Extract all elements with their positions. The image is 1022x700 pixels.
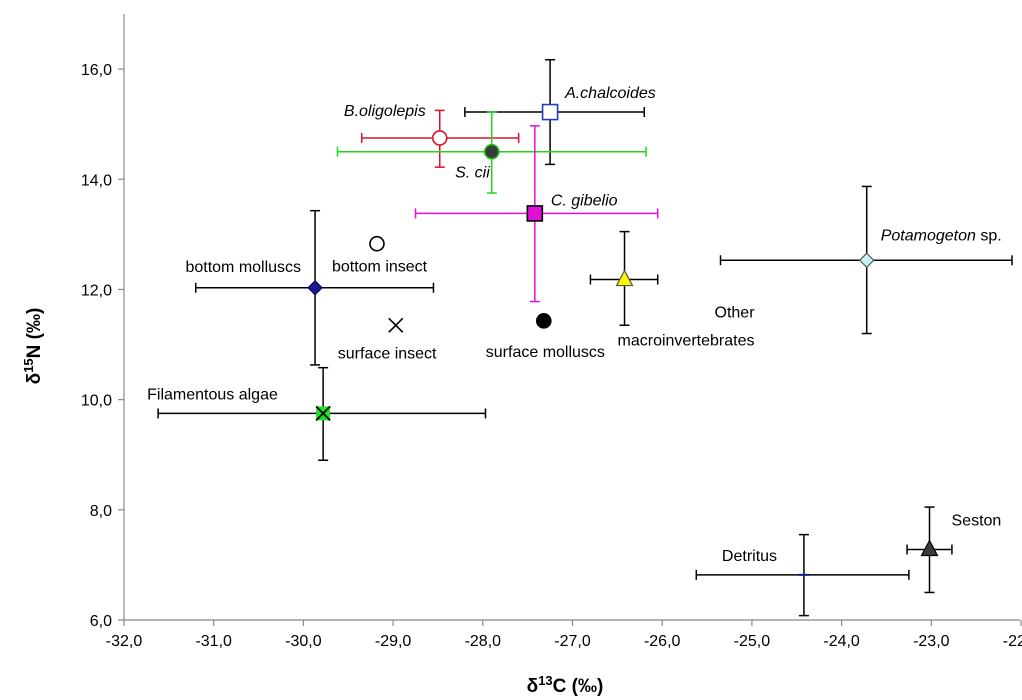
x-tick-label: -30,0 — [285, 633, 322, 650]
marker-a-chalcoides — [541, 103, 559, 121]
label-text: surface molluscs — [486, 344, 605, 361]
marker-surface-insect — [388, 317, 404, 333]
x-axis: -32,0 -31,0 -30,0 -29,0 -28,0 -27,0 -26,0 -25,0… — [106, 619, 1022, 650]
x-tick-label: -25,0 — [734, 633, 771, 650]
x-tick-label: -24,0 — [823, 633, 860, 650]
error-bars — [157, 58, 1013, 617]
label-s-cii: S. cii — [455, 165, 490, 182]
marker-potamogeton — [858, 252, 875, 269]
marker-stroke — [388, 317, 404, 333]
label-surface-molluscs: surface molluscs — [486, 344, 605, 361]
marker-surface-molluscs — [535, 313, 552, 329]
label-text: surface insect — [338, 345, 437, 362]
label-text: Seston — [952, 512, 1002, 529]
x-axis-title-main: δ — [527, 676, 539, 697]
x-tick-label: -32,0 — [106, 633, 143, 650]
y-axis-title: δ15N (‰) — [21, 308, 45, 385]
x-tick-label: -28,0 — [465, 633, 502, 650]
label-text: Filamentous algae — [147, 386, 278, 403]
label-other-macroinvertebrates: Other macroinvertebrates — [618, 305, 756, 350]
marker-filamentous-algae — [315, 405, 331, 422]
marker-c-gibelio — [526, 205, 544, 222]
marker-b-oligolepis — [431, 130, 448, 146]
y-axis-title-sup: 15 — [21, 358, 36, 372]
label-c-gibelio: C. gibelio — [551, 192, 618, 209]
label-line: Other — [715, 305, 756, 322]
marker-other-macroinvertebrates — [615, 269, 634, 287]
label-text: C. gibelio — [551, 192, 618, 209]
label-bottom-molluscs: bottom molluscs — [185, 259, 301, 276]
marker-s-cii — [483, 143, 500, 160]
label-detritus: Detritus — [722, 548, 777, 565]
label-text: bottom insect — [332, 259, 428, 276]
label-seston: Seston — [952, 512, 1002, 529]
marker-bottom-molluscs — [307, 279, 323, 296]
label-text: Potamogeton — [881, 227, 976, 244]
label-bottom-insect: bottom insect — [332, 259, 428, 276]
y-axis-title-main: δ — [24, 373, 45, 385]
point-labels: A.chalcoides B.oligolepis S. cii C. gibelio… — [147, 85, 1002, 565]
label-surface-insect: surface insect — [338, 345, 437, 362]
label-a-chalcoides: A.chalcoides — [564, 85, 656, 102]
y-tick-label: 16,0 — [81, 62, 112, 79]
y-tick-label: 8,0 — [90, 503, 112, 520]
label-text: S. cii — [455, 165, 490, 182]
label-filamentous-algae: Filamentous algae — [147, 386, 278, 403]
x-axis-title-rest: C (‰) — [553, 676, 604, 697]
y-tick-label: 10,0 — [81, 393, 112, 410]
label-suffix: sp. — [976, 227, 1002, 244]
x-tick-label: -29,0 — [375, 633, 412, 650]
x-axis-title-sup: 13 — [538, 673, 552, 688]
x-tick-label: -23,0 — [913, 633, 950, 650]
x-tick-label: -31,0 — [195, 633, 232, 650]
y-axis-title-rest: N (‰) — [24, 308, 45, 359]
label-text: Detritus — [722, 548, 777, 565]
label-b-oligolepis: B.oligolepis — [344, 103, 426, 120]
x-tick-label: -22,0 — [1003, 633, 1022, 650]
x-tick-label: -26,0 — [644, 633, 681, 650]
label-text: A.chalcoides — [564, 85, 656, 102]
x-axis-title: δ13C (‰) — [527, 673, 604, 697]
y-tick-label: 12,0 — [81, 282, 112, 299]
marker-stroke — [315, 405, 331, 422]
x-tick-label: -27,0 — [554, 633, 591, 650]
label-text: bottom molluscs — [185, 259, 301, 276]
label-text: B.oligolepis — [344, 103, 426, 120]
marker-seston — [920, 539, 939, 557]
label-line: macroinvertebrates — [618, 333, 755, 350]
y-tick-label: 6,0 — [90, 613, 112, 630]
marker-bottom-insect — [369, 235, 385, 252]
y-axis: 6,0 8,0 10,0 12,0 14,0 16,0 — [81, 14, 125, 630]
y-tick-label: 14,0 — [81, 172, 112, 189]
markers — [307, 103, 939, 576]
label-potamogeton: Potamogeton sp. — [881, 227, 1002, 244]
